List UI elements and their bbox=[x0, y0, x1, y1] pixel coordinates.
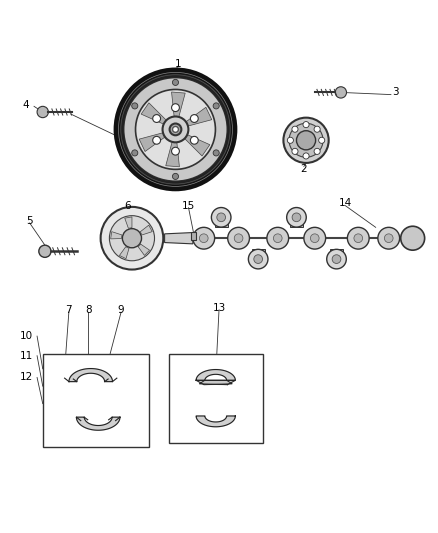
Text: 11: 11 bbox=[20, 351, 33, 361]
Circle shape bbox=[124, 78, 227, 181]
Circle shape bbox=[153, 136, 161, 144]
Circle shape bbox=[170, 124, 181, 135]
Circle shape bbox=[193, 228, 215, 249]
Bar bbox=[43, 353, 149, 447]
Polygon shape bbox=[196, 369, 235, 381]
Polygon shape bbox=[120, 247, 129, 259]
Circle shape bbox=[191, 136, 198, 144]
Circle shape bbox=[292, 148, 298, 155]
Circle shape bbox=[248, 249, 268, 269]
Polygon shape bbox=[196, 416, 235, 427]
Circle shape bbox=[283, 118, 328, 163]
Text: 12: 12 bbox=[20, 373, 33, 383]
Circle shape bbox=[287, 137, 293, 143]
Text: 10: 10 bbox=[20, 331, 33, 341]
Text: 5: 5 bbox=[26, 216, 33, 226]
Bar bbox=[191, 232, 196, 240]
Circle shape bbox=[303, 153, 309, 159]
Circle shape bbox=[173, 173, 179, 180]
Circle shape bbox=[314, 126, 320, 132]
Circle shape bbox=[217, 213, 226, 222]
Circle shape bbox=[401, 226, 425, 250]
Circle shape bbox=[213, 103, 219, 109]
Text: 14: 14 bbox=[339, 198, 352, 208]
Text: 3: 3 bbox=[392, 87, 399, 98]
Polygon shape bbox=[290, 212, 303, 228]
Polygon shape bbox=[141, 103, 167, 125]
Circle shape bbox=[191, 115, 198, 123]
Circle shape bbox=[228, 228, 250, 249]
Circle shape bbox=[303, 122, 309, 128]
Circle shape bbox=[304, 228, 325, 249]
Polygon shape bbox=[330, 249, 343, 264]
Circle shape bbox=[378, 228, 399, 249]
Polygon shape bbox=[76, 417, 120, 430]
Polygon shape bbox=[185, 107, 212, 126]
Circle shape bbox=[101, 207, 163, 270]
Circle shape bbox=[347, 228, 369, 249]
Circle shape bbox=[297, 131, 316, 150]
Text: 8: 8 bbox=[85, 305, 92, 315]
Circle shape bbox=[267, 228, 289, 249]
Polygon shape bbox=[166, 141, 180, 167]
Circle shape bbox=[332, 255, 341, 263]
Polygon shape bbox=[140, 225, 152, 235]
Polygon shape bbox=[139, 132, 166, 151]
Circle shape bbox=[173, 126, 178, 132]
Circle shape bbox=[289, 123, 323, 157]
Circle shape bbox=[173, 79, 179, 85]
Circle shape bbox=[153, 115, 161, 123]
Circle shape bbox=[254, 255, 262, 263]
Polygon shape bbox=[138, 244, 150, 255]
Circle shape bbox=[354, 234, 363, 243]
Circle shape bbox=[314, 148, 320, 155]
Text: 9: 9 bbox=[118, 305, 124, 315]
Polygon shape bbox=[117, 71, 234, 188]
Circle shape bbox=[213, 150, 219, 156]
Polygon shape bbox=[172, 92, 185, 118]
Text: 7: 7 bbox=[66, 305, 72, 315]
Polygon shape bbox=[165, 232, 193, 244]
Text: 6: 6 bbox=[124, 200, 131, 211]
Circle shape bbox=[110, 216, 155, 261]
Text: 2: 2 bbox=[300, 164, 307, 174]
Circle shape bbox=[319, 137, 325, 143]
Polygon shape bbox=[184, 134, 210, 156]
Circle shape bbox=[122, 229, 141, 248]
Circle shape bbox=[212, 207, 231, 227]
Polygon shape bbox=[69, 368, 113, 382]
Circle shape bbox=[162, 117, 188, 142]
Circle shape bbox=[172, 147, 180, 155]
Polygon shape bbox=[215, 212, 228, 228]
Circle shape bbox=[327, 249, 346, 269]
Polygon shape bbox=[196, 381, 232, 385]
Polygon shape bbox=[111, 232, 122, 239]
Circle shape bbox=[311, 234, 319, 243]
Polygon shape bbox=[199, 381, 235, 385]
Text: 13: 13 bbox=[212, 303, 226, 313]
Circle shape bbox=[37, 107, 48, 118]
Circle shape bbox=[132, 103, 138, 109]
Circle shape bbox=[273, 234, 282, 243]
Circle shape bbox=[234, 234, 243, 243]
Circle shape bbox=[292, 126, 298, 132]
Circle shape bbox=[287, 207, 306, 227]
Circle shape bbox=[135, 90, 215, 169]
Text: 4: 4 bbox=[22, 100, 28, 110]
Text: 15: 15 bbox=[182, 200, 195, 211]
Bar bbox=[169, 353, 262, 443]
Circle shape bbox=[39, 245, 51, 257]
Circle shape bbox=[199, 234, 208, 243]
Circle shape bbox=[335, 87, 346, 98]
Polygon shape bbox=[252, 249, 265, 264]
Polygon shape bbox=[125, 217, 132, 228]
Text: 1: 1 bbox=[174, 59, 181, 69]
Circle shape bbox=[292, 213, 301, 222]
Circle shape bbox=[172, 104, 180, 111]
Circle shape bbox=[132, 150, 138, 156]
Circle shape bbox=[385, 234, 393, 243]
